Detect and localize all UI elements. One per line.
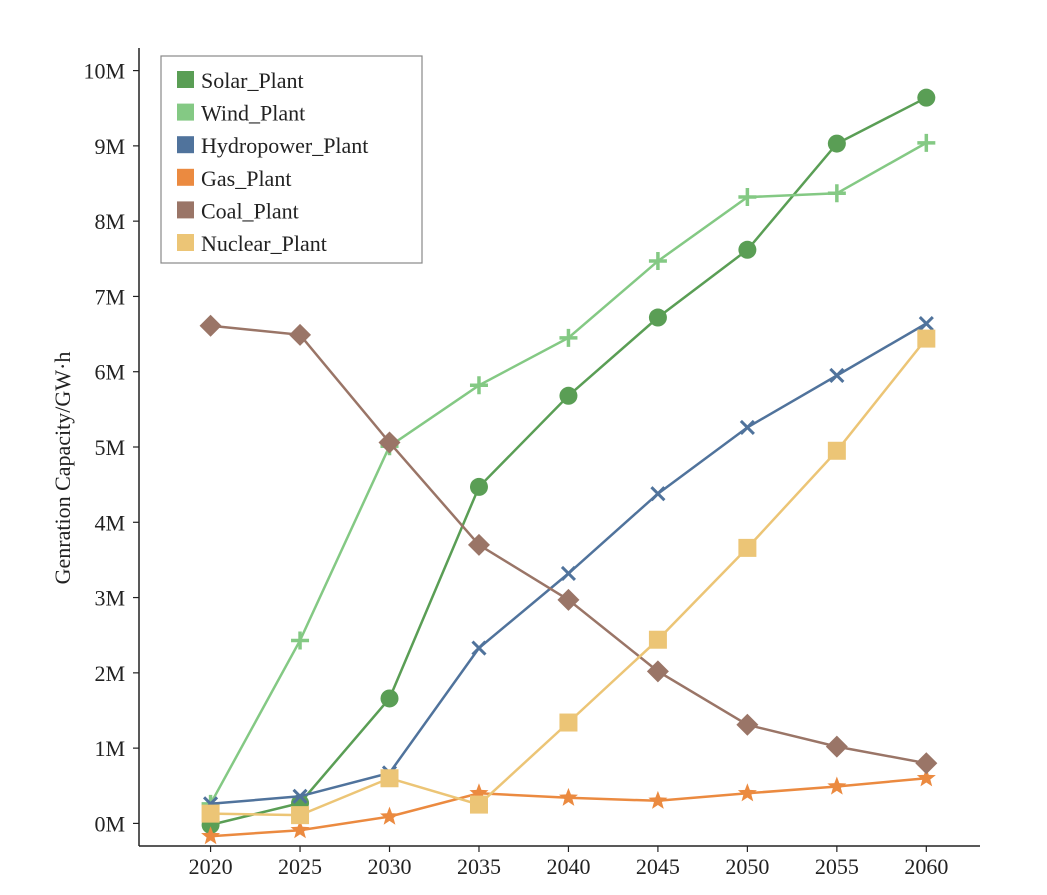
legend-label-solar-plant: Solar_Plant — [201, 68, 304, 93]
data-point-solar-plant — [559, 386, 578, 405]
plot-area — [199, 88, 938, 845]
x-tick-label: 2025 — [278, 854, 322, 879]
legend-swatch-nuclear-plant — [177, 234, 194, 251]
data-point-wind-plant — [648, 252, 667, 271]
data-point-solar-plant — [469, 477, 488, 496]
x-tick-label: 2055 — [815, 854, 859, 879]
data-point-coal-plant — [467, 533, 490, 556]
y-tick-label: 7M — [94, 284, 125, 309]
y-tick-label: 8M — [94, 209, 125, 234]
legend-label-hydropower-plant: Hydropower_Plant — [201, 133, 368, 158]
data-point-coal-plant — [825, 735, 848, 758]
legend-label-coal-plant: Coal_Plant — [201, 198, 299, 223]
data-point-hydropower-plant — [292, 788, 308, 804]
data-point-gas-plant — [737, 783, 757, 802]
data-point-hydropower-plant — [560, 565, 577, 582]
data-point-nuclear-plant — [917, 329, 936, 348]
legend-label-wind-plant: Wind_Plant — [201, 101, 305, 126]
data-point-gas-plant — [916, 768, 936, 787]
legend-swatch-solar-plant — [177, 71, 194, 88]
data-point-gas-plant — [380, 806, 400, 825]
y-tick-label: 5M — [94, 435, 125, 460]
legend-swatch-gas-plant — [177, 168, 194, 186]
data-point-nuclear-plant — [648, 630, 667, 649]
y-tick-label: 0M — [94, 811, 125, 836]
data-point-coal-plant — [915, 752, 938, 775]
axes: 0M 1M 2M 3M 4M 5M 6M 7M 8M 9M 10M 2020 2025 2030 2035 2… — [83, 48, 980, 879]
data-point-wind-plant — [291, 631, 310, 650]
legend-swatch-coal-plant — [177, 201, 194, 219]
y-axis-title: Genration Capacity/GW·h — [50, 352, 75, 585]
data-point-nuclear-plant — [291, 806, 310, 825]
data-point-gas-plant — [827, 776, 847, 795]
data-point-nuclear-plant — [380, 769, 399, 788]
y-tick-label: 9M — [94, 134, 125, 159]
legend: Solar_Plant Wind_Plant Hydropower_Plant Gas… — [160, 55, 423, 264]
legend-swatch-wind-plant — [177, 103, 194, 121]
data-point-nuclear-plant — [559, 713, 578, 732]
data-point-gas-plant — [648, 790, 668, 809]
x-tick-label: 2060 — [904, 854, 948, 879]
series-line-nuclear-plant — [210, 337, 928, 817]
y-tick-label: 1M — [94, 736, 125, 761]
data-point-nuclear-plant — [738, 538, 757, 557]
legend-box — [160, 55, 423, 264]
data-point-coal-plant — [289, 323, 312, 346]
data-point-nuclear-plant — [201, 804, 220, 823]
data-point-solar-plant — [917, 88, 936, 107]
data-point-wind-plant — [469, 376, 488, 395]
data-point-solar-plant — [648, 308, 667, 327]
data-point-coal-plant — [736, 713, 759, 736]
data-point-coal-plant — [378, 431, 401, 454]
y-tick-label: 3M — [94, 586, 125, 611]
data-point-wind-plant — [559, 328, 578, 347]
data-point-gas-plant — [201, 826, 221, 845]
x-tick-label: 2030 — [368, 854, 412, 879]
y-tick-label: 4M — [94, 510, 125, 535]
legend-swatch-hydropower-plant — [177, 136, 194, 154]
legend-label-nuclear-plant: Nuclear_Plant — [201, 231, 327, 256]
data-point-nuclear-plant — [827, 441, 846, 460]
data-point-coal-plant — [199, 314, 222, 337]
data-point-gas-plant — [469, 783, 489, 802]
data-point-coal-plant — [646, 660, 669, 683]
data-point-gas-plant — [558, 787, 578, 806]
data-point-wind-plant — [738, 188, 757, 207]
x-tick-label: 2020 — [189, 854, 233, 879]
data-point-hydropower-plant — [829, 367, 845, 384]
y-tick-label: 6M — [94, 360, 125, 385]
data-point-wind-plant — [827, 184, 846, 203]
legend-label-gas-plant: Gas_Plant — [201, 166, 291, 191]
data-point-gas-plant — [290, 820, 310, 839]
x-tick-label: 2050 — [725, 854, 769, 879]
data-point-hydropower-plant — [739, 419, 755, 435]
x-tick-label: 2040 — [546, 854, 590, 879]
x-tick-label: 2035 — [457, 854, 501, 879]
y-tick-label: 2M — [94, 661, 125, 686]
y-tick-label: 10M — [83, 59, 125, 84]
data-point-solar-plant — [738, 240, 757, 259]
data-point-nuclear-plant — [469, 795, 488, 814]
data-point-coal-plant — [557, 588, 580, 611]
data-point-hydropower-plant — [471, 640, 487, 656]
data-point-hydropower-plant — [918, 315, 934, 332]
data-point-solar-plant — [827, 134, 846, 153]
data-point-wind-plant — [917, 133, 936, 152]
x-tick-label: 2045 — [636, 854, 680, 879]
data-point-hydropower-plant — [650, 486, 666, 502]
data-point-solar-plant — [380, 689, 399, 708]
